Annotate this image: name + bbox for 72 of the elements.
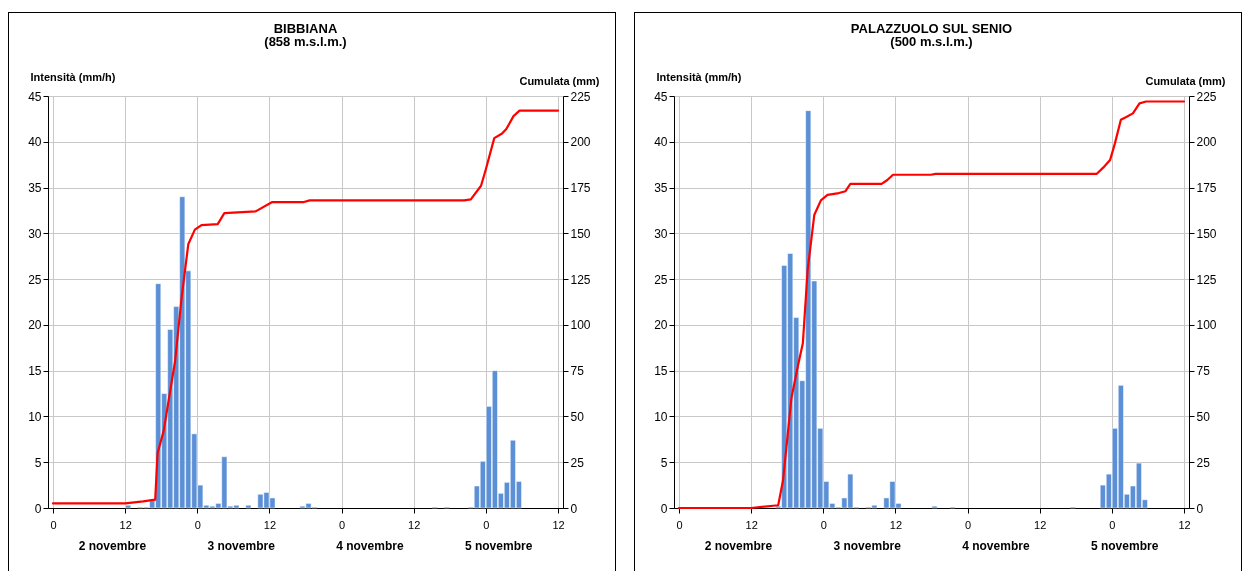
x-tick-label: 12 [263,518,277,531]
y-tick-label: 10 [28,409,42,424]
y-tick-label: 0 [660,501,668,516]
chart-subtitle: (500 m.s.l.m.) [890,34,973,49]
x-tick-label: 12 [1034,518,1047,531]
y2-tick-label: 75 [570,364,585,379]
x-tick-label: 0 [50,518,57,531]
text: 3 novembre [207,539,276,553]
y2-tick-label: 175 [1196,181,1217,196]
y-tick-label: 0 [34,501,42,516]
y-tick-label: 25 [28,272,42,287]
text: 2 novembre [704,539,773,553]
text: 4 novembre [962,539,1030,553]
y-tick-label: 40 [28,135,42,150]
text: 3 novembre [833,539,902,553]
y2-tick-label: 0 [570,501,578,516]
y-tick-label: 20 [654,318,668,333]
text: 2 novembre [78,539,147,553]
y2-tick-label: 150 [1196,226,1217,241]
y2-tick-label: 225 [570,89,591,104]
y-tick-label: 35 [28,181,42,196]
x-tick-label: 12 [408,518,421,531]
x-tick-label: 12 [1178,518,1191,531]
y-tick-label: 45 [28,89,42,104]
text: 5 novembre [464,539,533,553]
y-tick-label: 5 [660,455,668,470]
y2-axis-title: Cumulata (mm) [519,74,600,87]
x-tick-label: 0 [965,518,972,531]
x-tick-label: 12 [552,518,565,531]
chart-title: PALAZZUOLO SUL SENIO [850,21,1013,36]
y-tick-label: 10 [654,409,668,424]
y2-tick-label: 50 [570,409,585,424]
y-tick-label: 35 [654,181,668,196]
y-tick-label: 15 [28,364,42,379]
y2-tick-label: 200 [570,135,591,150]
y-axis-title: Intensità (mm/h) [656,70,742,83]
text: 4 novembre [336,539,404,553]
y-tick-label: 15 [654,364,668,379]
x-tick-label: 0 [339,518,346,531]
y-axis-title: Intensità (mm/h) [30,70,116,83]
y-tick-label: 45 [654,89,668,104]
chart-subtitle: (858 m.s.l.m.) [264,34,347,49]
text: 5 novembre [1090,539,1159,553]
y2-tick-label: 100 [570,318,591,333]
x-tick-label: 12 [889,518,903,531]
y2-tick-label: 25 [1196,455,1211,470]
y2-tick-label: 175 [570,181,591,196]
y-tick-label: 20 [28,318,42,333]
y2-tick-label: 225 [1196,89,1217,104]
y2-tick-label: 50 [1196,409,1211,424]
y-tick-label: 5 [34,455,42,470]
y2-tick-label: 200 [1196,135,1217,150]
x-tick-label: 0 [676,518,683,531]
y2-tick-label: 0 [1196,501,1204,516]
x-tick-label: 12 [119,518,132,531]
y-tick-label: 40 [654,135,668,150]
y2-tick-label: 25 [570,455,585,470]
x-tick-label: 0 [1109,518,1116,531]
y2-tick-label: 100 [1196,318,1217,333]
x-tick-label: 0 [483,518,490,531]
y2-tick-label: 75 [1196,364,1211,379]
y2-axis-title: Cumulata (mm) [1145,74,1226,87]
y-tick-label: 25 [654,272,668,287]
y2-tick-label: 150 [570,226,591,241]
x-tick-label: 0 [820,518,827,531]
chart-title: BIBBIANA [273,21,338,36]
y2-tick-label: 125 [570,272,591,287]
y-tick-label: 30 [654,226,668,241]
y2-tick-label: 125 [1196,272,1217,287]
x-tick-label: 0 [194,518,201,531]
y-tick-label: 30 [28,226,42,241]
x-tick-label: 12 [745,518,758,531]
